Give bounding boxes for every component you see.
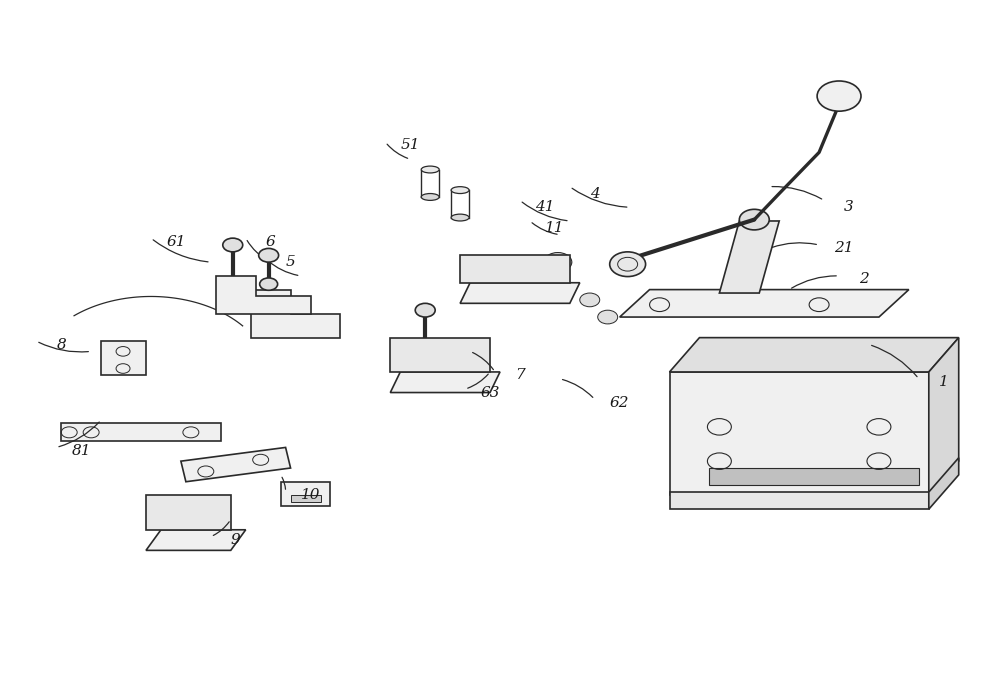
Polygon shape	[216, 276, 311, 313]
Ellipse shape	[451, 187, 469, 194]
Text: 61: 61	[166, 234, 186, 249]
Text: 51: 51	[400, 138, 420, 152]
Polygon shape	[460, 256, 570, 282]
Circle shape	[259, 249, 279, 262]
Polygon shape	[670, 372, 929, 495]
Polygon shape	[929, 457, 959, 509]
Polygon shape	[670, 338, 959, 372]
Polygon shape	[460, 282, 580, 303]
Text: 21: 21	[834, 241, 854, 256]
Text: 5: 5	[286, 255, 295, 269]
Text: 8: 8	[56, 338, 66, 351]
Polygon shape	[620, 289, 909, 317]
Text: 10: 10	[301, 489, 320, 502]
Polygon shape	[670, 492, 929, 509]
Text: 9: 9	[231, 533, 241, 547]
Circle shape	[598, 310, 618, 324]
Circle shape	[223, 238, 243, 252]
Circle shape	[580, 293, 600, 307]
Ellipse shape	[451, 214, 469, 221]
Polygon shape	[61, 424, 221, 440]
Polygon shape	[390, 338, 490, 372]
Polygon shape	[929, 338, 959, 495]
Ellipse shape	[421, 166, 439, 173]
Text: 11: 11	[545, 221, 565, 235]
Polygon shape	[101, 341, 146, 376]
Polygon shape	[146, 530, 246, 551]
Text: 63: 63	[480, 386, 500, 400]
Circle shape	[817, 81, 861, 111]
Polygon shape	[181, 447, 291, 482]
Circle shape	[544, 253, 572, 271]
Polygon shape	[719, 221, 779, 293]
Text: 7: 7	[515, 369, 525, 382]
Text: 4: 4	[590, 187, 600, 200]
Circle shape	[415, 303, 435, 317]
Text: 41: 41	[535, 200, 555, 214]
Polygon shape	[291, 495, 320, 502]
Circle shape	[610, 252, 646, 276]
Polygon shape	[146, 495, 231, 530]
Text: 6: 6	[266, 234, 276, 249]
Polygon shape	[251, 289, 340, 338]
Ellipse shape	[421, 194, 439, 200]
Text: 2: 2	[859, 272, 869, 287]
Polygon shape	[281, 482, 330, 506]
Polygon shape	[709, 468, 919, 485]
Text: 1: 1	[939, 376, 949, 389]
Circle shape	[260, 278, 278, 290]
Text: 81: 81	[71, 444, 91, 458]
Circle shape	[739, 209, 769, 230]
Text: 3: 3	[844, 200, 854, 214]
Polygon shape	[390, 372, 500, 393]
Text: 62: 62	[610, 395, 629, 410]
